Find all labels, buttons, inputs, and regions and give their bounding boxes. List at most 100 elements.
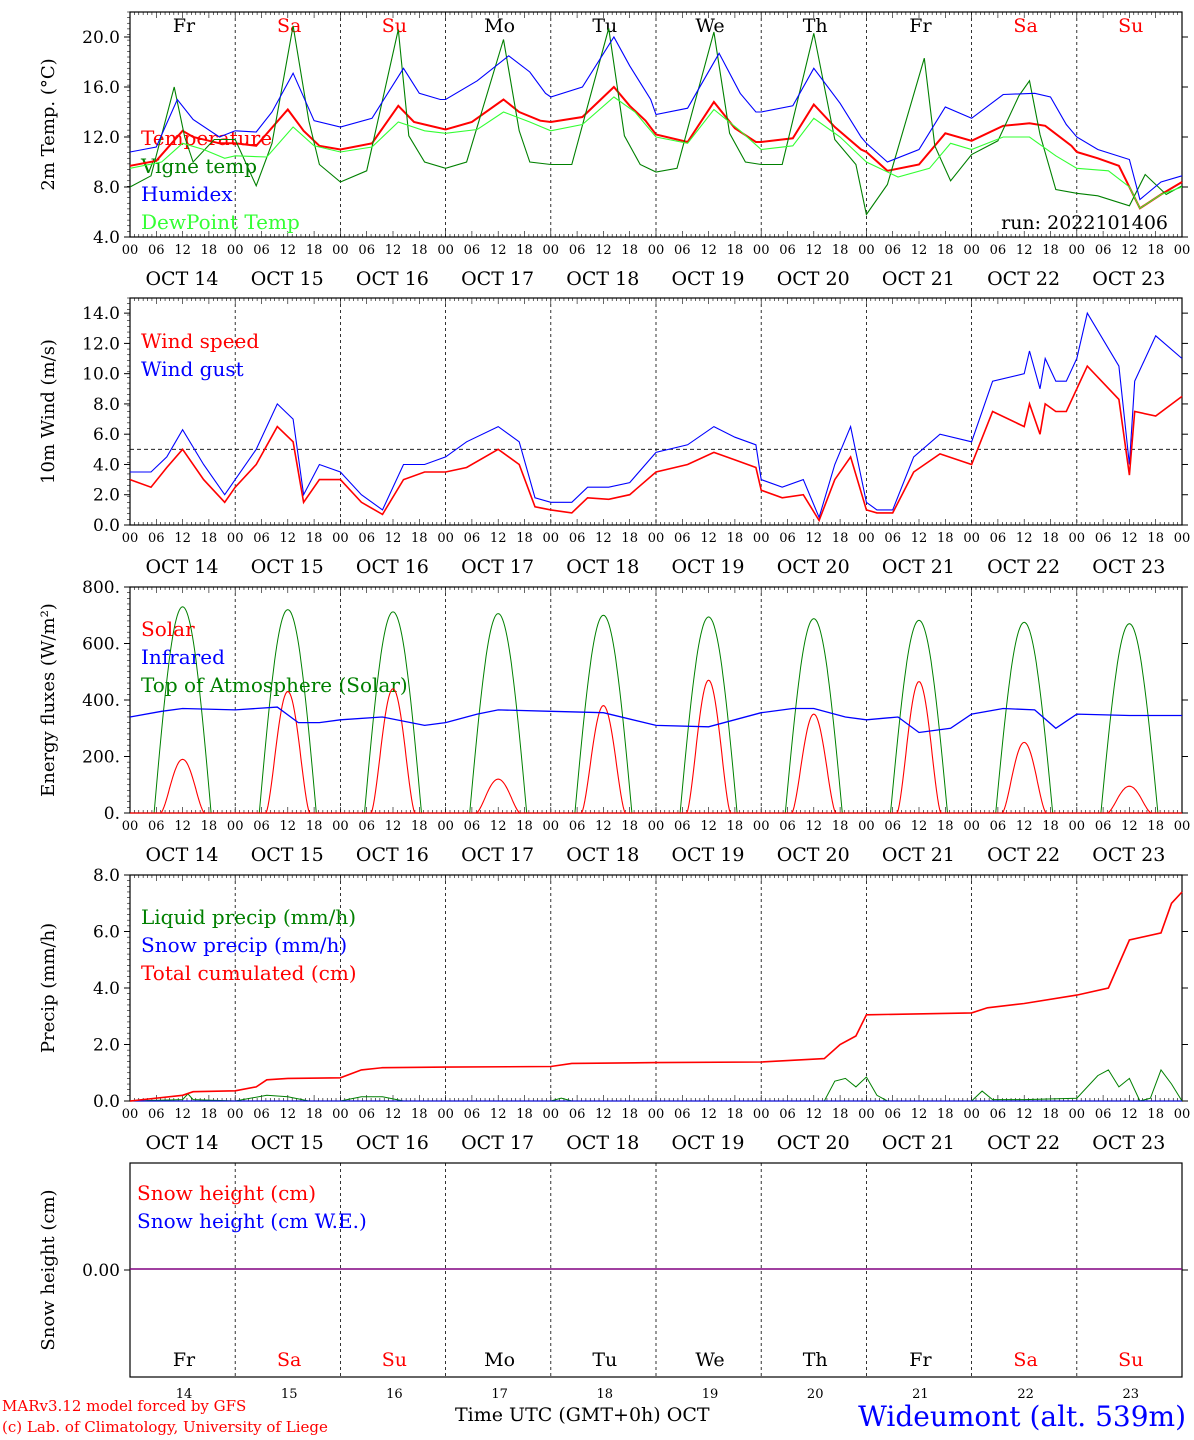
x-hour-label: 18 — [306, 531, 323, 546]
x-hour-label: 00 — [753, 243, 770, 258]
run-label: run: 2022101406 — [1001, 212, 1168, 234]
weekday-label: Sa — [277, 15, 301, 37]
x-hour-label: 18 — [306, 243, 323, 258]
x-hour-label: 06 — [148, 243, 165, 258]
x-hour-label: 12 — [385, 819, 402, 834]
x-hour-label: 06 — [674, 531, 691, 546]
x-hour-label: 00 — [543, 531, 560, 546]
y-tick-label: 2.0 — [93, 1036, 120, 1056]
x-hour-label: 06 — [674, 1107, 691, 1122]
series-line — [129, 364, 1183, 523]
x-date-label: OCT 15 — [251, 556, 324, 578]
x-hour-label: 18 — [1147, 1107, 1164, 1122]
legend-entry: Snow height (cm) — [137, 1181, 316, 1205]
x-hour-label: 18 — [937, 819, 954, 834]
weekday-label: Tu — [592, 1349, 617, 1371]
y-tick-label: 4.0 — [93, 228, 120, 248]
x-date-label: OCT 17 — [461, 268, 534, 290]
x-hour-label: 18 — [1042, 531, 1059, 546]
x-hour-label: 00 — [1069, 819, 1086, 834]
solar-curve — [476, 778, 521, 814]
x-hour-label: 18 — [832, 243, 849, 258]
x-hour-label: 18 — [201, 1107, 218, 1122]
x-hour-label: 12 — [700, 531, 717, 546]
x-date-label: OCT 22 — [987, 1132, 1060, 1154]
x-hour-label: 06 — [1095, 243, 1112, 258]
y-tick-label: 12.0 — [82, 334, 120, 354]
x-hour-label: 00 — [963, 243, 980, 258]
x-hour-label: 06 — [464, 1107, 481, 1122]
x-hour-label: 06 — [358, 243, 375, 258]
x-hour-label: 12 — [806, 531, 823, 546]
solar-curve — [581, 704, 626, 814]
y-axis-label: Energy fluxes (W/m²) — [38, 603, 59, 797]
x-date-label: OCT 23 — [1092, 1132, 1165, 1154]
x-hour-label: 12 — [700, 243, 717, 258]
x-hour-label: 00 — [227, 531, 244, 546]
x-hour-label: 00 — [753, 1107, 770, 1122]
x-date-label: OCT 20 — [777, 556, 850, 578]
x-hour-label: 00 — [858, 1107, 875, 1122]
x-hour-label: 00 — [858, 819, 875, 834]
x-hour-label: 18 — [1147, 819, 1164, 834]
x-hour-label: 00 — [963, 531, 980, 546]
solar-curve — [1107, 785, 1152, 814]
x-hour-label: 06 — [1095, 531, 1112, 546]
x-hour-label: 12 — [700, 819, 717, 834]
x-hour-label: 18 — [621, 1107, 638, 1122]
x-hour-label: 06 — [990, 819, 1007, 834]
x-hour-label: 00 — [543, 1107, 560, 1122]
x-hour-label: 12 — [595, 531, 612, 546]
day-number-label: 20 — [807, 1387, 824, 1402]
x-date-label: OCT 22 — [987, 844, 1060, 866]
x-hour-label: 12 — [280, 819, 297, 834]
x-hour-label: 00 — [332, 531, 349, 546]
day-number-label: 15 — [281, 1387, 298, 1402]
x-date-label: OCT 15 — [251, 1132, 324, 1154]
x-hour-label: 00 — [332, 243, 349, 258]
x-hour-label: 18 — [937, 531, 954, 546]
x-date-label: OCT 16 — [356, 268, 429, 290]
panel-5: 0.00 Snow height (cm) — [38, 1162, 1188, 1378]
toa-curve — [153, 606, 212, 814]
legend-entry: Vigne temp — [140, 154, 257, 178]
x-hour-label: 06 — [674, 819, 691, 834]
series-line — [129, 85, 1183, 210]
weekday-label: Fr — [173, 15, 196, 37]
x-hour-label: 00 — [963, 1107, 980, 1122]
x-hour-label: 00 — [227, 819, 244, 834]
x-hour-label: 12 — [280, 531, 297, 546]
y-axis-label: 2m Temp. (°C) — [38, 58, 59, 190]
x-hour-label: 06 — [358, 1107, 375, 1122]
panel-3: 0. 200. 400. 600. 800. Energy fluxes (W/m²) 00… — [38, 578, 1190, 866]
x-hour-label: 06 — [358, 531, 375, 546]
x-hour-label: 12 — [174, 243, 191, 258]
x-hour-label: 18 — [832, 1107, 849, 1122]
x-hour-label: 12 — [911, 243, 928, 258]
solar-curve — [791, 713, 837, 814]
toa-curve — [1100, 623, 1159, 814]
x-hour-label: 06 — [779, 1107, 796, 1122]
panel-2: 0.0 2.0 4.0 6.0 8.0 10.0 12.0 14.0 10m Wind (m/s… — [38, 297, 1190, 578]
x-hour-label: 18 — [621, 531, 638, 546]
x-date-label: OCT 17 — [461, 1132, 534, 1154]
x-date-label: OCT 20 — [777, 1132, 850, 1154]
x-hour-label: 00 — [648, 531, 665, 546]
x-hour-label: 12 — [806, 1107, 823, 1122]
x-hour-label: 18 — [832, 531, 849, 546]
weekday-label: Fr — [909, 15, 932, 37]
x-hour-label: 06 — [569, 531, 586, 546]
y-tick-label: 8.0 — [93, 395, 120, 415]
legend-entry: Total cumulated (cm) — [141, 961, 357, 985]
x-hour-label: 12 — [490, 243, 507, 258]
solar-curve — [1001, 741, 1047, 814]
x-hour-label: 18 — [621, 819, 638, 834]
x-hour-label: 06 — [779, 531, 796, 546]
x-hour-label: 18 — [201, 531, 218, 546]
legend-entry: Top of Atmosphere (Solar) — [141, 673, 408, 697]
x-hour-label: 06 — [569, 243, 586, 258]
x-hour-label: 06 — [358, 819, 375, 834]
x-hour-label: 00 — [543, 243, 560, 258]
x-hour-label: 00 — [437, 243, 454, 258]
x-hour-label: 12 — [490, 531, 507, 546]
